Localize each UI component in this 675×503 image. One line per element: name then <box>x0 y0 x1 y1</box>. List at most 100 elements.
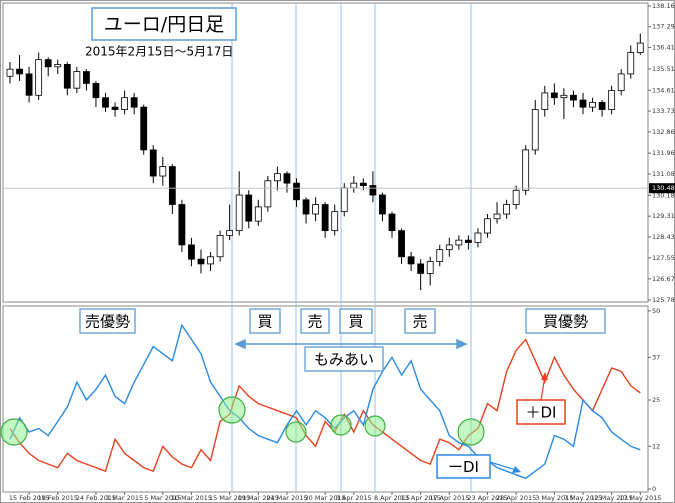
candle-body <box>493 213 501 220</box>
annotation: もみあい <box>314 351 374 369</box>
y-tick-label: 136.415 <box>652 43 675 51</box>
annotation-box <box>249 308 281 334</box>
legend-label: ーDI <box>448 458 479 476</box>
arrow-head <box>456 338 468 350</box>
candle-body <box>264 180 272 208</box>
di-lines <box>9 323 641 480</box>
candle-body <box>455 239 463 246</box>
x-tick-label: 17 Apr 2015 <box>429 494 469 502</box>
candle-body <box>235 194 243 232</box>
last-price-label: 130.488 <box>652 184 675 192</box>
candle-body <box>149 149 157 177</box>
candle-body <box>436 249 444 262</box>
candle-body <box>283 173 291 184</box>
di-line <box>9 338 641 473</box>
arrow-head <box>234 338 246 350</box>
x-tick-label: 15 Mar 2015 <box>209 494 250 502</box>
candle-body <box>388 213 396 232</box>
candle-body <box>321 204 329 232</box>
x-tick-label: 28 Apr 2015 <box>496 494 536 502</box>
candle-body <box>254 206 262 222</box>
x-tick-label: 24 Mar 2015 <box>266 494 307 502</box>
candle-body <box>560 94 568 99</box>
chart-title: ユーロ/円日足 <box>104 14 224 36</box>
last-price-box <box>649 183 675 194</box>
candle-body <box>379 194 386 215</box>
candle-body <box>111 106 119 110</box>
y-tick-label: 37 <box>652 353 660 361</box>
legend-label: ＋DI <box>526 404 557 422</box>
candle-body <box>474 232 482 243</box>
candle-body <box>369 185 377 196</box>
y-tick-label: 132.860 <box>652 128 675 136</box>
candle-body <box>226 230 234 236</box>
arrow-head <box>541 372 548 380</box>
candle-body <box>359 182 367 186</box>
y-tick-label: 131.085 <box>652 170 675 178</box>
candle-body <box>178 204 186 246</box>
candle-body <box>522 149 530 191</box>
legend-box <box>516 399 566 425</box>
candle-body <box>83 71 90 84</box>
x-tick-label: 24 Feb 2015 <box>76 494 116 502</box>
candle-body <box>168 166 176 205</box>
y-tick-label: 131.960 <box>652 149 675 157</box>
price-panel <box>2 2 649 303</box>
di-line <box>9 323 641 480</box>
candle-body <box>340 187 348 213</box>
annotation: 売優勢 <box>85 313 130 331</box>
candle-body <box>541 92 549 110</box>
candle-body <box>63 64 71 89</box>
candle-body <box>197 258 205 265</box>
candle-body <box>608 90 616 110</box>
y-tick-label: 128.435 <box>652 233 675 241</box>
candle-body <box>140 106 148 151</box>
annotation-box <box>404 308 436 334</box>
legend-box <box>436 454 491 479</box>
x-tick-label: 5 Mar 2015 <box>144 494 181 502</box>
candle-body <box>312 204 320 215</box>
cross-marker <box>0 418 28 446</box>
candle-body <box>25 73 33 96</box>
y-tick-label: 129.310 <box>652 212 675 220</box>
x-tick-label: 8 Apr 2015 <box>374 494 410 502</box>
candle-body <box>216 235 224 258</box>
annotation: 買 <box>257 313 272 331</box>
candle-body <box>589 102 596 108</box>
annotation-box <box>304 346 384 372</box>
candle-body <box>188 244 195 260</box>
candle-body <box>16 68 23 75</box>
candle-body <box>92 83 100 99</box>
candles <box>6 33 644 291</box>
y-tick-label: 125.780 <box>652 296 675 304</box>
annotation: 売 <box>307 313 322 331</box>
cross-marker <box>457 418 485 446</box>
candle-body <box>531 109 539 151</box>
candle-body <box>44 59 52 68</box>
annotation-box <box>79 308 136 334</box>
x-tick-label: 17 May 2015 <box>619 494 661 502</box>
candle-body <box>302 199 310 215</box>
candle-body <box>445 244 453 251</box>
candle-body <box>121 97 128 110</box>
title-box <box>91 7 237 41</box>
x-tick-label: 3 May 2015 <box>535 494 573 502</box>
x-tick-label: 3 Apr 2015 <box>336 494 372 502</box>
candle-body <box>617 73 625 91</box>
cross-markers <box>0 396 485 446</box>
annotation: 買 <box>348 313 363 331</box>
subtitle: 2015年2月15日～5月17日 <box>85 45 233 59</box>
candle-body <box>503 204 511 215</box>
y-tick-label: 126.670 <box>652 275 675 283</box>
candle-body <box>54 64 62 68</box>
candle-body <box>130 97 138 108</box>
annotation-box <box>339 308 373 334</box>
cross-marker <box>285 421 307 443</box>
candle-body <box>159 166 167 177</box>
y-tick-label: 138.160 <box>652 2 675 10</box>
y-tick-label: 133.735 <box>652 107 675 115</box>
candle-body <box>207 256 214 265</box>
candle-body <box>293 182 300 201</box>
